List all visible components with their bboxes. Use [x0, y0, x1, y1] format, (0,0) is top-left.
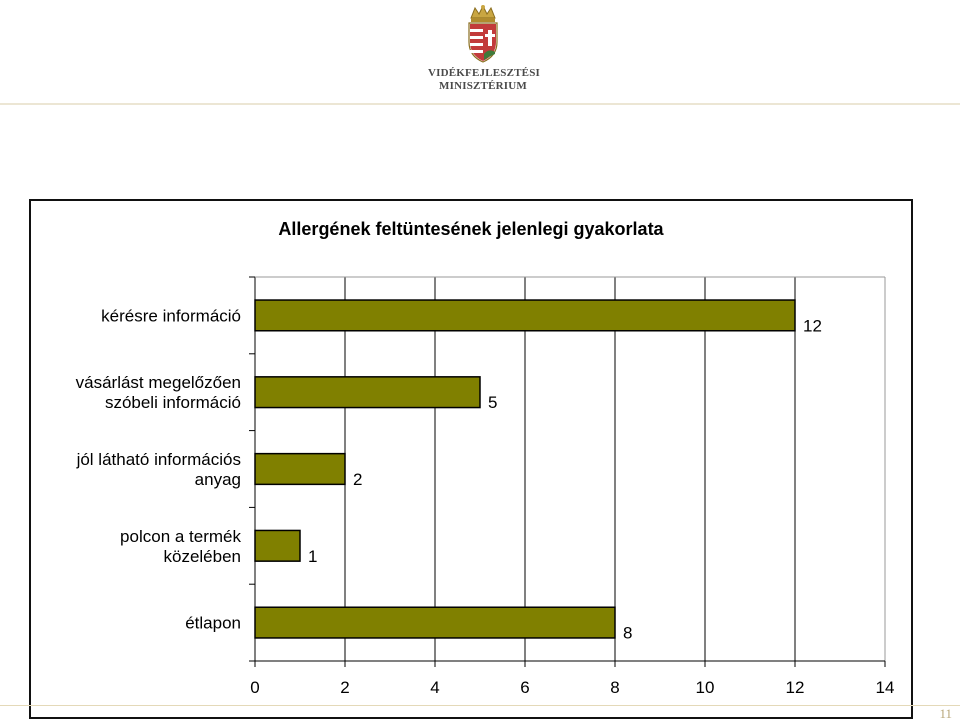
x-tick-label-4: 4: [430, 678, 439, 697]
chart-title: Allergének feltüntesének jelenlegi gyako…: [278, 219, 664, 239]
data-label-1: 5: [488, 393, 497, 412]
chart-container: Allergének feltüntesének jelenlegi gyako…: [29, 199, 913, 719]
bar-3: [254, 529, 301, 562]
hungarian-coat-of-arms-icon: [468, 4, 498, 63]
header-divider: [0, 103, 960, 105]
x-tick-label-0: 0: [250, 678, 259, 697]
category-label-1: szóbeli információ: [105, 393, 241, 412]
x-tick-label-10: 10: [696, 678, 715, 697]
category-label-1: vásárlást megelőzően: [76, 373, 241, 392]
data-label-3: 1: [308, 547, 317, 566]
bar-0: [254, 299, 796, 332]
category-label-2: jól látható információs: [76, 450, 241, 469]
x-tick-label-8: 8: [610, 678, 619, 697]
category-label-3: közelében: [163, 547, 241, 566]
data-label-4: 8: [623, 624, 632, 643]
x-tick-label-14: 14: [876, 678, 895, 697]
logo-text-line2: MINISZTÉRIUM: [439, 80, 527, 92]
category-label-0: kérésre információ: [101, 306, 241, 325]
category-label-4: étlapon: [185, 614, 241, 633]
category-label-2: anyag: [195, 470, 241, 489]
logo-text-line1: VIDÉKFEJLESZTÉSI: [428, 67, 541, 79]
data-label-0: 12: [803, 316, 822, 335]
ministry-logo: VIDÉKFEJLESZTÉSI MINISZTÉRIUM: [428, 4, 541, 96]
category-label-3: polcon a termék: [120, 527, 241, 546]
x-tick-label-2: 2: [340, 678, 349, 697]
x-tick-label-6: 6: [520, 678, 529, 697]
data-label-2: 2: [353, 470, 362, 489]
page-number: 11: [939, 706, 952, 721]
x-tick-label-12: 12: [786, 678, 805, 697]
bar-1: [254, 376, 481, 409]
bar-2: [254, 452, 346, 486]
bar-4: [254, 606, 616, 639]
footer-divider: [0, 705, 960, 706]
